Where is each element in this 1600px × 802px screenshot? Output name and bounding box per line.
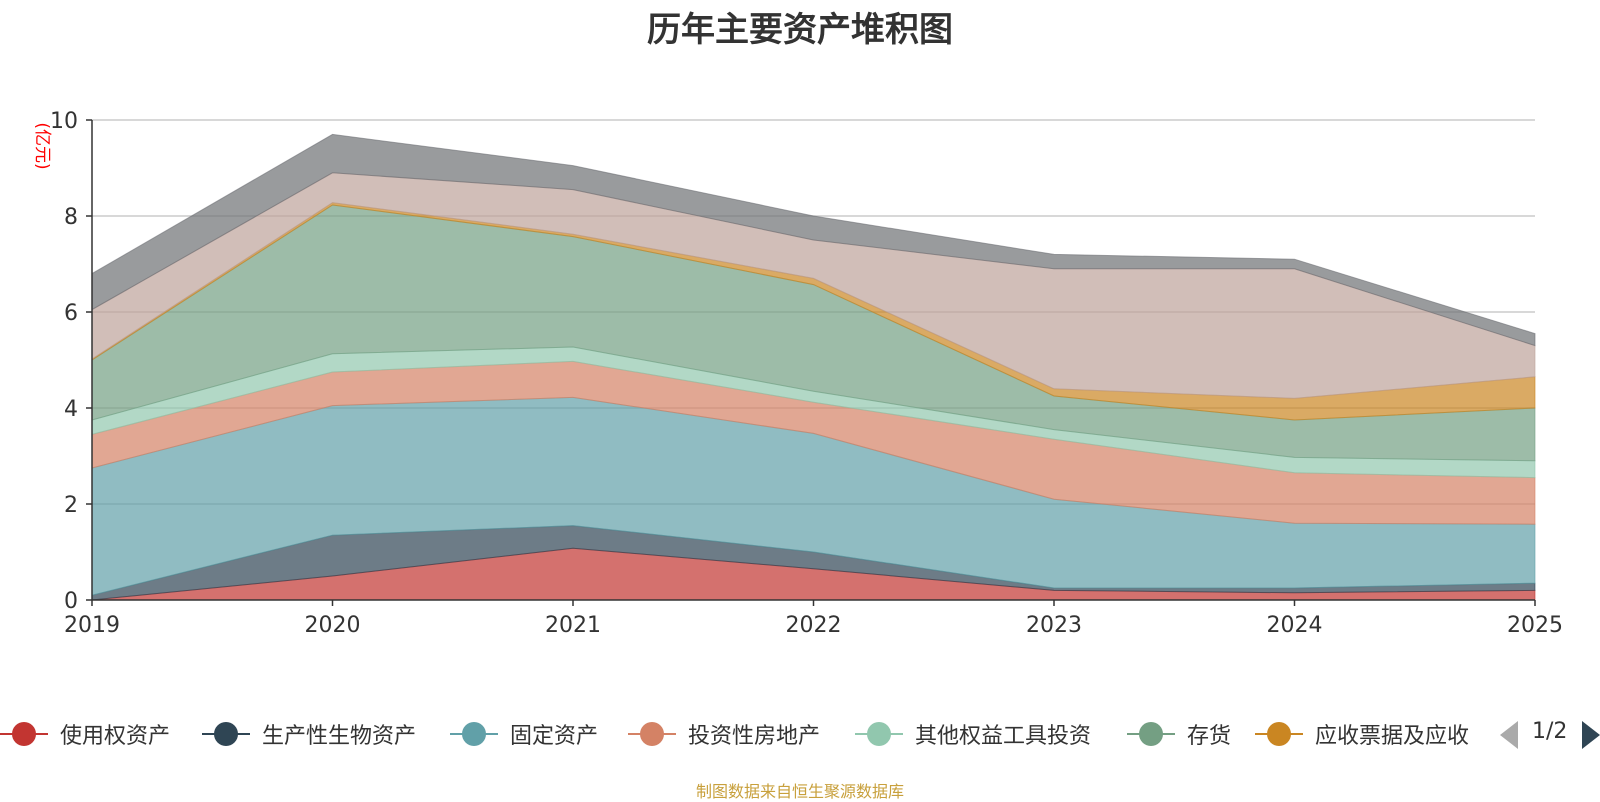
chart-title: 历年主要资产堆积图 — [647, 10, 953, 50]
legend-label: 使用权资产 — [60, 724, 171, 749]
legend-marker-icon — [855, 722, 903, 746]
y-tick-label: 6 — [64, 301, 78, 326]
legend-pager: 1/2 — [1500, 719, 1600, 753]
data-source-note: 制图数据来自恒生聚源数据库 — [695, 782, 904, 801]
area-series-8 — [91, 133, 1536, 347]
legend-marker-icon — [1127, 722, 1175, 746]
legend-label: 固定资产 — [510, 724, 599, 749]
legend-marker-icon — [202, 722, 250, 746]
y-tick-label: 4 — [64, 397, 78, 422]
legend-item[interactable]: 其他权益工具投资 — [855, 704, 1091, 764]
legend-marker-icon — [0, 722, 48, 746]
stacked-area-chart: 0 2 4 6 8 10 2019 2020 2021 2022 2023 2024 2025 (亿元) — [32, 109, 1563, 638]
legend-marker-icon — [1255, 722, 1303, 746]
x-tick-label: 2025 — [1507, 613, 1563, 638]
legend-prev-page-icon[interactable] — [1500, 721, 1518, 749]
y-tick-label: 10 — [50, 109, 78, 134]
legend-item[interactable]: 固定资产 — [450, 704, 598, 764]
axes: 0 2 4 6 8 10 2019 2020 2021 2022 2023 2024 2025 — [50, 109, 1563, 638]
legend-label: 生产性生物资产 — [262, 724, 417, 749]
x-tick-label: 2022 — [786, 613, 842, 638]
legend-label: 其他权益工具投资 — [915, 724, 1092, 749]
legend-item[interactable]: 生产性生物资产 — [202, 704, 416, 764]
legend-label: 应收票据及应收 — [1315, 724, 1470, 749]
legend-marker-icon — [628, 722, 676, 746]
legend-page-indicator: 1/2 — [1532, 719, 1568, 744]
legend-item[interactable]: 应收票据及应收 — [1255, 704, 1469, 764]
legend-label: 投资性房地产 — [688, 724, 821, 749]
x-tick-label: 2024 — [1267, 613, 1323, 638]
x-tick-label: 2020 — [305, 613, 361, 638]
y-tick-label: 2 — [64, 493, 78, 518]
legend: 使用权资产 生产性生物资产 固定资产 投资性房地产 其他权益工具投资 存货 应收票据及应收 — [0, 704, 1600, 764]
legend-marker-icon — [450, 722, 498, 746]
x-tick-label: 2019 — [64, 613, 120, 638]
y-tick-label: 0 — [64, 589, 78, 614]
legend-next-page-icon[interactable] — [1582, 721, 1600, 749]
legend-item[interactable]: 投资性房地产 — [628, 704, 820, 764]
x-tick-label: 2023 — [1026, 613, 1082, 638]
y-tick-label: 8 — [64, 205, 78, 230]
x-tick-label: 2021 — [545, 613, 601, 638]
legend-item[interactable]: 存货 — [1127, 704, 1231, 764]
area-series — [91, 133, 1536, 601]
legend-item[interactable]: 使用权资产 — [0, 704, 170, 764]
legend-label: 存货 — [1187, 724, 1232, 749]
y-axis-unit-label: (亿元) — [32, 122, 52, 169]
